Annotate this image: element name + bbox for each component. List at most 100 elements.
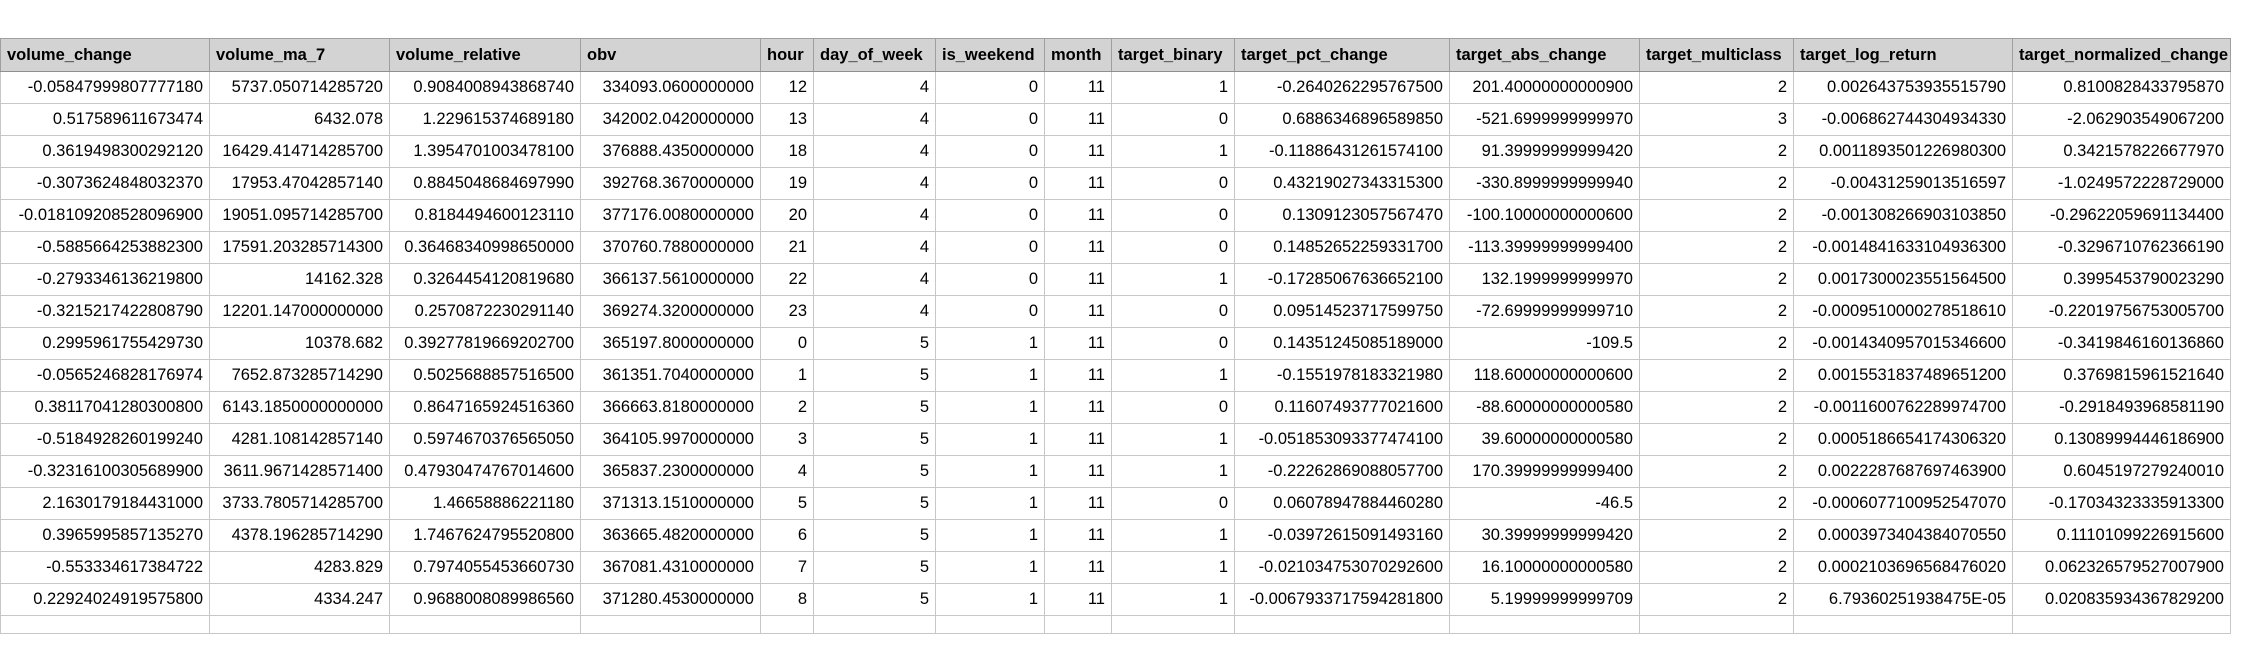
cell-target-multiclass[interactable]: 2 [1639,487,1794,520]
cell-target-multiclass[interactable]: 2 [1639,391,1794,424]
cell-target-multiclass[interactable]: 2 [1639,71,1794,104]
cell-target-binary[interactable]: 0 [1111,391,1235,424]
cell-volume-relative[interactable]: 0.47930474767014600 [389,455,581,488]
cell-target-log-return[interactable]: 0.0005186654174306320 [1793,423,2013,456]
cell-target-log-return[interactable]: -0.0006077100952547070 [1793,487,2013,520]
cell-target-pct-change[interactable]: -0.051853093377474100 [1234,423,1450,456]
cell-obv[interactable]: 334093.0600000000 [580,71,761,104]
cell-target-abs-change[interactable]: 39.60000000000580 [1449,423,1640,456]
cell-hour[interactable]: 4 [760,455,814,488]
cell-obv[interactable]: 365837.2300000000 [580,455,761,488]
cell-day-of-week[interactable]: 5 [813,359,936,392]
cell-empty[interactable] [209,615,390,634]
cell-empty[interactable] [1111,615,1235,634]
cell-volume-relative[interactable]: 1.7467624795520800 [389,519,581,552]
cell-target-abs-change[interactable]: -113.39999999999400 [1449,231,1640,264]
cell-target-abs-change[interactable]: -88.60000000000580 [1449,391,1640,424]
cell-hour[interactable]: 2 [760,391,814,424]
cell-target-normalized-change[interactable]: 0.13089994446186900 [2012,423,2231,456]
cell-target-pct-change[interactable]: 0.14852652259331700 [1234,231,1450,264]
column-header-volume-ma-7[interactable]: volume_ma_7 [209,38,390,72]
cell-empty[interactable] [813,615,936,634]
cell-volume-relative[interactable]: 0.7974055453660730 [389,551,581,584]
cell-obv[interactable]: 377176.0080000000 [580,199,761,232]
cell-target-normalized-change[interactable]: 0.6045197279240010 [2012,455,2231,488]
cell-volume-relative[interactable]: 0.2570872230291140 [389,295,581,328]
column-header-month[interactable]: month [1044,38,1112,72]
cell-hour[interactable]: 23 [760,295,814,328]
cell-volume-change[interactable]: 0.2995961755429730 [0,327,210,360]
cell-is-weekend[interactable]: 1 [935,455,1045,488]
cell-target-log-return[interactable]: -0.006862744304934330 [1793,103,2013,136]
cell-month[interactable]: 11 [1044,423,1112,456]
cell-obv[interactable]: 364105.9970000000 [580,423,761,456]
cell-target-pct-change[interactable]: -0.11886431261574100 [1234,135,1450,168]
cell-target-binary[interactable]: 1 [1111,359,1235,392]
cell-is-weekend[interactable]: 0 [935,135,1045,168]
cell-target-pct-change[interactable]: 0.09514523717599750 [1234,295,1450,328]
cell-target-binary[interactable]: 0 [1111,487,1235,520]
cell-target-pct-change[interactable]: 0.43219027343315300 [1234,167,1450,200]
cell-target-normalized-change[interactable]: 0.8100828433795870 [2012,71,2231,104]
cell-volume-relative[interactable]: 0.9688008089986560 [389,583,581,616]
cell-day-of-week[interactable]: 4 [813,167,936,200]
cell-target-abs-change[interactable]: -330.8999999999940 [1449,167,1640,200]
cell-volume-ma-7[interactable]: 4283.829 [209,551,390,584]
cell-target-multiclass[interactable]: 2 [1639,231,1794,264]
cell-month[interactable]: 11 [1044,199,1112,232]
cell-empty[interactable] [760,615,814,634]
cell-volume-ma-7[interactable]: 14162.328 [209,263,390,296]
cell-target-multiclass[interactable]: 2 [1639,455,1794,488]
cell-target-abs-change[interactable]: -46.5 [1449,487,1640,520]
cell-target-multiclass[interactable]: 2 [1639,263,1794,296]
cell-volume-change[interactable]: 0.517589611673474 [0,103,210,136]
cell-target-normalized-change[interactable]: 0.11101099226915600 [2012,519,2231,552]
cell-is-weekend[interactable]: 1 [935,327,1045,360]
cell-volume-relative[interactable]: 0.39277819669202700 [389,327,581,360]
cell-month[interactable]: 11 [1044,295,1112,328]
cell-target-pct-change[interactable]: -0.0067933717594281800 [1234,583,1450,616]
cell-volume-ma-7[interactable]: 4281.108142857140 [209,423,390,456]
column-header-target-binary[interactable]: target_binary [1111,38,1235,72]
cell-volume-change[interactable]: 0.22924024919575800 [0,583,210,616]
cell-target-log-return[interactable]: 0.0002103696568476020 [1793,551,2013,584]
cell-volume-ma-7[interactable]: 3611.9671428571400 [209,455,390,488]
cell-day-of-week[interactable]: 4 [813,135,936,168]
cell-hour[interactable]: 6 [760,519,814,552]
cell-target-pct-change[interactable]: -0.021034753070292600 [1234,551,1450,584]
cell-empty[interactable] [935,615,1045,634]
cell-volume-ma-7[interactable]: 4334.247 [209,583,390,616]
cell-month[interactable]: 11 [1044,487,1112,520]
cell-volume-change[interactable]: -0.5885664253882300 [0,231,210,264]
column-header-volume-relative[interactable]: volume_relative [389,38,581,72]
cell-is-weekend[interactable]: 0 [935,71,1045,104]
cell-volume-change[interactable]: -0.0565246828176974 [0,359,210,392]
cell-empty[interactable] [1449,615,1640,634]
cell-is-weekend[interactable]: 1 [935,487,1045,520]
cell-target-abs-change[interactable]: 132.1999999999970 [1449,263,1640,296]
cell-month[interactable]: 11 [1044,103,1112,136]
cell-empty[interactable] [389,615,581,634]
cell-day-of-week[interactable]: 5 [813,487,936,520]
cell-obv[interactable]: 367081.4310000000 [580,551,761,584]
cell-target-normalized-change[interactable]: -0.29622059691134400 [2012,199,2231,232]
column-header-is-weekend[interactable]: is_weekend [935,38,1045,72]
cell-hour[interactable]: 3 [760,423,814,456]
cell-target-normalized-change[interactable]: -1.0249572228729000 [2012,167,2231,200]
cell-target-abs-change[interactable]: -521.6999999999970 [1449,103,1640,136]
cell-is-weekend[interactable]: 1 [935,391,1045,424]
cell-target-pct-change[interactable]: -0.17285067636652100 [1234,263,1450,296]
cell-target-pct-change[interactable]: -0.1551978183321980 [1234,359,1450,392]
cell-target-normalized-change[interactable]: 0.062326579527007900 [2012,551,2231,584]
cell-volume-change[interactable]: -0.018109208528096900 [0,199,210,232]
cell-volume-relative[interactable]: 0.8845048684697990 [389,167,581,200]
cell-target-normalized-change[interactable]: 0.3769815961521640 [2012,359,2231,392]
cell-target-pct-change[interactable]: -0.03972615091493160 [1234,519,1450,552]
cell-month[interactable]: 11 [1044,519,1112,552]
cell-target-log-return[interactable]: -0.0011600762289974700 [1793,391,2013,424]
cell-day-of-week[interactable]: 5 [813,519,936,552]
column-header-obv[interactable]: obv [580,38,761,72]
cell-target-multiclass[interactable]: 3 [1639,103,1794,136]
cell-month[interactable]: 11 [1044,231,1112,264]
cell-volume-change[interactable]: -0.3073624848032370 [0,167,210,200]
